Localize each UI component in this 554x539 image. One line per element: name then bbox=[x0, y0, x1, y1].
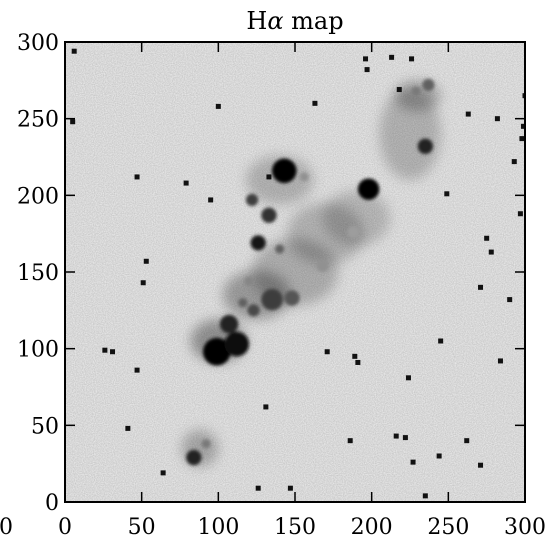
point-source-29 bbox=[263, 404, 269, 410]
x-tick-label-150: 150 bbox=[274, 515, 316, 539]
point-source-17 bbox=[183, 180, 189, 186]
y-tick-label-50: 50 bbox=[31, 414, 59, 439]
y-axis-ticks: 0 50 100 150 200 250 300 bbox=[17, 31, 525, 516]
bright-knot-20 bbox=[347, 226, 360, 239]
point-source-2 bbox=[364, 67, 370, 73]
diffuse-emission-layer bbox=[181, 80, 441, 467]
bright-knot-6 bbox=[245, 193, 259, 207]
point-source-34 bbox=[478, 462, 484, 468]
point-source-20 bbox=[110, 349, 116, 355]
point-source-43 bbox=[70, 119, 76, 125]
x-axis-ticks: 0 50 100 150 200 250 300 bbox=[58, 42, 546, 539]
bright-knot-11 bbox=[247, 304, 260, 317]
x-tick-label-200: 200 bbox=[351, 515, 393, 539]
point-source-6 bbox=[494, 116, 500, 122]
point-source-5 bbox=[465, 111, 471, 117]
point-source-8 bbox=[511, 159, 517, 165]
point-source-12 bbox=[488, 249, 494, 255]
chart-title: Hα map bbox=[246, 7, 343, 35]
point-source-48 bbox=[409, 56, 415, 62]
title-main: H bbox=[246, 7, 267, 35]
point-source-42 bbox=[71, 48, 77, 54]
bright-knot-3 bbox=[224, 331, 249, 357]
point-source-45 bbox=[522, 93, 525, 99]
point-source-41 bbox=[125, 425, 131, 431]
point-source-9 bbox=[444, 191, 450, 197]
point-source-7 bbox=[519, 136, 525, 142]
point-source-18 bbox=[208, 197, 214, 203]
bright-knot-5 bbox=[250, 235, 266, 251]
point-source-31 bbox=[393, 433, 399, 439]
point-source-33 bbox=[436, 453, 442, 459]
point-source-16 bbox=[140, 280, 146, 286]
diffuse-region-4 bbox=[322, 190, 391, 246]
bright-knot-12 bbox=[238, 298, 248, 308]
y-tick-label-100: 100 bbox=[17, 338, 59, 363]
title-rest: map bbox=[284, 7, 344, 35]
point-source-32 bbox=[402, 435, 408, 441]
point-source-26 bbox=[497, 358, 503, 364]
point-source-1 bbox=[363, 56, 369, 62]
point-source-15 bbox=[143, 258, 149, 264]
point-source-11 bbox=[484, 235, 490, 241]
point-source-46 bbox=[520, 123, 525, 129]
bright-knots-layer bbox=[186, 78, 435, 466]
x-tick-label-250: 250 bbox=[427, 515, 469, 539]
bright-knot-0 bbox=[272, 158, 297, 184]
bright-knot-14 bbox=[422, 78, 435, 92]
bright-knot-21 bbox=[244, 276, 254, 286]
point-source-44 bbox=[215, 103, 221, 109]
point-source-25 bbox=[438, 338, 444, 344]
point-source-19 bbox=[134, 174, 140, 180]
title-symbol: α bbox=[267, 7, 283, 35]
point-source-47 bbox=[396, 87, 402, 93]
point-source-38 bbox=[160, 470, 166, 476]
point-source-13 bbox=[478, 284, 484, 290]
point-source-30 bbox=[347, 438, 353, 444]
y-tick-label-150: 150 bbox=[17, 261, 59, 286]
bright-knot-15 bbox=[411, 86, 421, 96]
bright-knot-9 bbox=[261, 288, 283, 311]
plot-area bbox=[65, 42, 525, 502]
bright-knot-13 bbox=[417, 138, 434, 154]
extra-left-tick-label: 0 bbox=[0, 515, 13, 539]
bright-knot-17 bbox=[201, 439, 211, 449]
x-tick-label-300: 300 bbox=[504, 515, 546, 539]
bright-knot-8 bbox=[275, 244, 285, 254]
y-tick-label-250: 250 bbox=[17, 108, 59, 133]
point-source-24 bbox=[355, 359, 361, 365]
y-tick-label-300: 300 bbox=[17, 31, 59, 56]
point-source-0 bbox=[312, 100, 318, 106]
point-source-37 bbox=[422, 493, 428, 499]
point-source-35 bbox=[464, 438, 470, 444]
point-source-23 bbox=[352, 353, 358, 359]
y-tick-label-200: 200 bbox=[17, 184, 59, 209]
point-source-40 bbox=[287, 485, 293, 491]
bright-knot-2 bbox=[203, 337, 231, 366]
point-source-39 bbox=[255, 485, 261, 491]
bright-knot-10 bbox=[284, 290, 300, 306]
point-source-36 bbox=[410, 459, 416, 465]
point-source-4 bbox=[266, 174, 272, 180]
diffuse-region-6 bbox=[379, 88, 441, 180]
x-tick-label-0: 0 bbox=[58, 515, 72, 539]
bright-knot-1 bbox=[357, 178, 380, 200]
bright-knot-16 bbox=[186, 449, 202, 466]
point-source-22 bbox=[134, 367, 140, 373]
x-tick-label-100: 100 bbox=[197, 515, 239, 539]
x-tick-label-50: 50 bbox=[128, 515, 156, 539]
point-source-27 bbox=[405, 375, 411, 381]
point-source-21 bbox=[102, 347, 108, 353]
bright-knot-7 bbox=[261, 207, 277, 223]
bright-knot-19 bbox=[299, 172, 309, 182]
bright-knot-18 bbox=[316, 259, 329, 272]
bright-knot-4 bbox=[219, 314, 239, 334]
point-source-14 bbox=[507, 297, 513, 303]
y-tick-label-0: 0 bbox=[45, 491, 59, 516]
point-source-10 bbox=[517, 211, 523, 217]
point-source-28 bbox=[324, 349, 330, 355]
point-source-3 bbox=[389, 54, 395, 60]
point-sources-layer bbox=[70, 48, 525, 499]
